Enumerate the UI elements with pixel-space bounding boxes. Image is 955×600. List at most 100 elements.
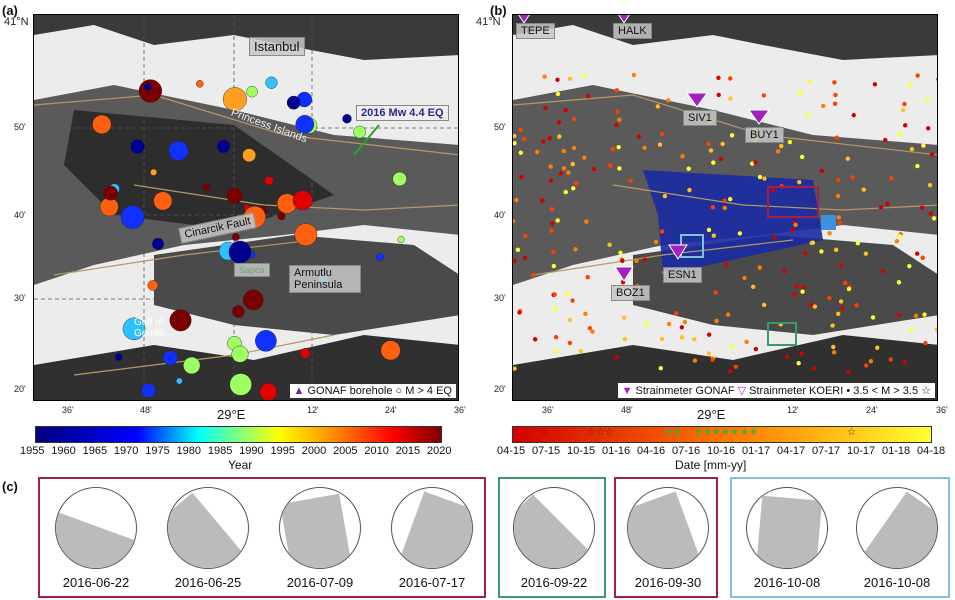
- seismicity-dot: [838, 263, 844, 268]
- earthquake-marker: [176, 377, 183, 385]
- seismicity-dot: [753, 160, 758, 165]
- seismicity-dot: [582, 73, 587, 79]
- seismicity-dot: [720, 141, 725, 147]
- legend-borehole: GONAF borehole: [307, 385, 393, 397]
- seismicity-dot: [846, 286, 852, 292]
- seismicity-dot: [674, 311, 679, 316]
- station-tepe: TEPE: [516, 23, 555, 39]
- seismicity-dot: [682, 319, 688, 325]
- earthquake-marker: [162, 350, 178, 366]
- event-date: 2016-09-22: [520, 575, 588, 590]
- seismicity-dot: [855, 240, 861, 246]
- seismicity-dot: [517, 310, 522, 315]
- lon-tick: 48': [621, 405, 633, 415]
- seismicity-dot: [522, 136, 527, 141]
- colorbar-tick: 2000: [301, 445, 327, 457]
- seismicity-dot: [931, 216, 937, 221]
- seismicity-dot: [915, 251, 920, 256]
- seismicity-dot: [809, 240, 814, 246]
- seismicity-dot: [799, 351, 804, 357]
- earthquake-marker: [150, 168, 158, 176]
- panel-b-label: (b): [490, 3, 507, 18]
- seismicity-dot: [518, 150, 523, 155]
- seismicity-dot: [779, 143, 784, 149]
- earthquake-marker: [228, 240, 252, 264]
- colorbar-tick: 04-18: [917, 445, 946, 457]
- seismicity-dot: [548, 164, 553, 169]
- seismicity-dot: [775, 149, 781, 154]
- seismicity-dot: [845, 156, 850, 161]
- seismicity-dot: [784, 354, 790, 359]
- seismicity-dot: [836, 178, 841, 183]
- seismicity-dot: [571, 186, 576, 191]
- beachball: [746, 487, 828, 569]
- seismicity-dot: [909, 146, 915, 152]
- seismicity-dot: [616, 144, 621, 150]
- lon-tick: 12': [307, 405, 319, 415]
- seismicity-dot: [549, 207, 555, 212]
- colorbar-tick: 1970: [113, 445, 139, 457]
- seismicity-dot: [718, 156, 724, 162]
- beachball: [279, 487, 361, 569]
- seismicity-dot: [787, 139, 793, 145]
- seismicity-dot: [631, 72, 637, 78]
- colorbar-tick: 1995: [270, 445, 295, 457]
- lon-tick: 36': [542, 405, 554, 415]
- seismicity-dot: [553, 306, 558, 311]
- earthquake-marker: [242, 148, 256, 163]
- colorbar-tick: 1955: [20, 445, 45, 457]
- lat-tick: 40': [494, 210, 506, 220]
- colorbar-tick: 1980: [176, 445, 202, 457]
- seismicity-dot: [934, 327, 937, 332]
- seismicity-dot: [753, 346, 759, 352]
- earthquake-marker: [92, 114, 112, 134]
- seismicity-dot: [838, 299, 844, 304]
- seismicity-dot: [540, 198, 545, 203]
- seismicity-dot: [929, 152, 935, 157]
- seismicity-dot: [567, 76, 573, 82]
- lon-tick: 36': [936, 405, 948, 415]
- event-date: 2016-06-25: [174, 575, 242, 590]
- seismicity-dot: [897, 131, 902, 137]
- seismicity-dot: [796, 361, 801, 366]
- seismicity-dot: [724, 262, 729, 267]
- seismicity-dot: [607, 242, 612, 247]
- earthquake-marker: [242, 289, 264, 311]
- seismicity-dot: [666, 98, 671, 103]
- colorbar-tick: 1985: [207, 445, 233, 457]
- seismicity-dot: [750, 284, 756, 289]
- seismicity-dot: [614, 355, 619, 360]
- seismicity-dot: [590, 329, 595, 334]
- label-armutlu: Armutlu Peninsula: [289, 265, 361, 293]
- seismicity-dot: [591, 166, 597, 172]
- event-date: 2016-09-30: [634, 575, 702, 590]
- lat-tick: 50': [14, 122, 26, 132]
- seismicity-dot: [811, 366, 816, 371]
- seismicity-dot: [518, 127, 523, 133]
- beachball: [627, 487, 709, 569]
- seismicity-dot: [896, 313, 902, 318]
- seismicity-dot: [713, 290, 718, 295]
- seismicity-dot: [902, 101, 907, 107]
- seismicity-dot: [801, 284, 806, 290]
- seismicity-dot: [642, 257, 648, 262]
- seismicity-dot: [790, 228, 795, 233]
- earthquake-marker: [300, 347, 311, 359]
- map-a-terrain: [34, 15, 458, 400]
- seismicity-dot: [706, 351, 712, 356]
- seismicity-dot: [770, 188, 776, 193]
- seismicity-dot: [662, 193, 668, 199]
- seismicity-dot: [523, 233, 528, 239]
- seismicity-dot: [878, 205, 884, 210]
- station-buy1: BUY1: [745, 127, 784, 143]
- seismicity-dot: [792, 291, 797, 297]
- event-date: 2016-10-08: [753, 575, 821, 590]
- earthquake-marker: [255, 330, 277, 352]
- seismicity-dot: [863, 251, 869, 256]
- seismicity-dot: [644, 321, 650, 326]
- colorbar-tick: 1975: [145, 445, 170, 457]
- seismicity-dot: [727, 369, 733, 374]
- label-2016-eq: 2016 Mw 4.4 EQ: [356, 105, 449, 121]
- legend-koeri: Strainmeter KOERI: [749, 385, 844, 397]
- focal-group-box: 2016-09-30: [614, 477, 718, 598]
